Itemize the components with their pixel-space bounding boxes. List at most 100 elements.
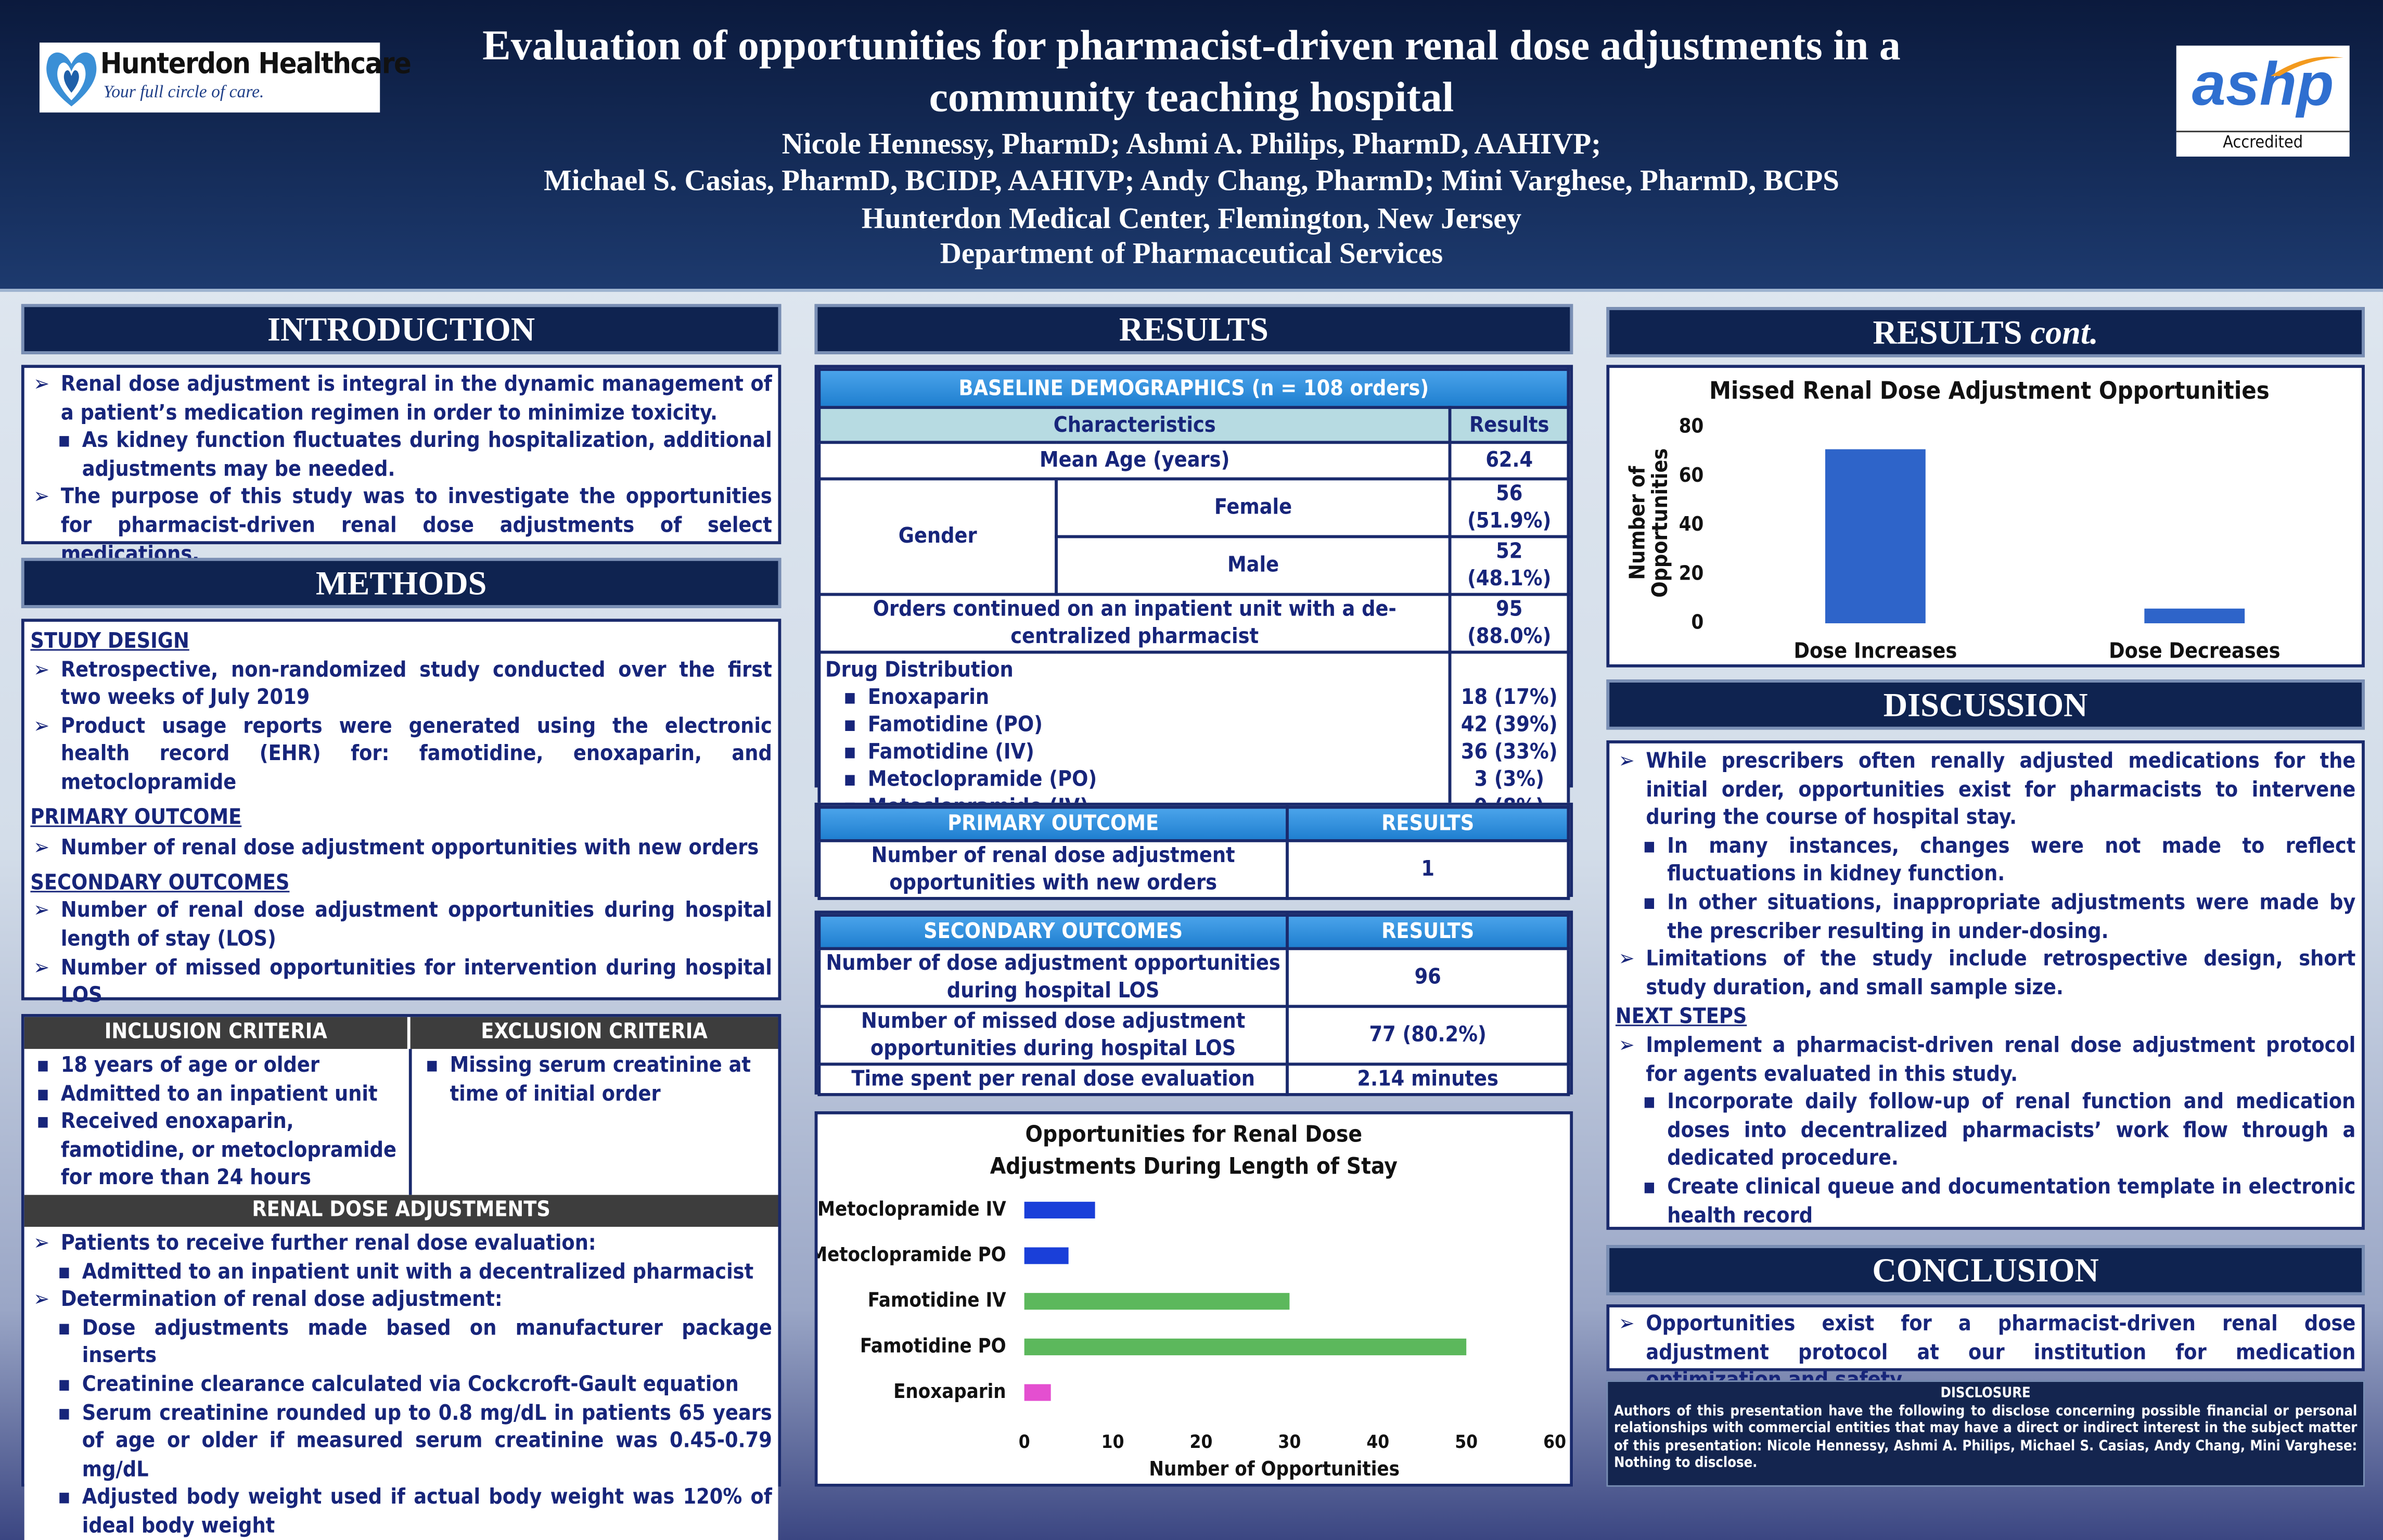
cell: Number of dose adjustment opportunities … bbox=[817, 947, 1289, 1008]
cell: Number of missed dose adjustment opportu… bbox=[817, 1005, 1289, 1066]
table-title: BASELINE DEMOGRAPHICS (n = 108 orders) bbox=[817, 368, 1570, 409]
section-heading: DISCUSSION bbox=[1606, 679, 2365, 730]
drug-name: Famotidine (IV) bbox=[825, 739, 1444, 766]
criteria-box: INCLUSION CRITERIA EXCLUSION CRITERIA 18… bbox=[21, 1013, 781, 1540]
logo-tagline: Your full circle of care. bbox=[103, 83, 264, 102]
column-header: RESULTS bbox=[1286, 914, 1570, 951]
cell: 18 (17%)42 (39%)36 (33%)3 (3%)9 (8%) bbox=[1449, 650, 1570, 824]
bar bbox=[2144, 608, 2245, 624]
ashp-name: ashp bbox=[2192, 52, 2334, 119]
drug-name: Enoxaparin bbox=[825, 684, 1444, 712]
methods-box: STUDY DESIGN Retrospective, non-randomiz… bbox=[21, 619, 781, 1038]
section-heading: INTRODUCTION bbox=[21, 304, 781, 354]
subheading: PRIMARY OUTCOME bbox=[30, 805, 242, 830]
bullet-item: Number of missed opportunities for inter… bbox=[30, 954, 772, 1011]
bar bbox=[1024, 1293, 1290, 1310]
intro-box: Renal dose adjustment is integral in the… bbox=[21, 365, 781, 567]
section-heading: METHODS bbox=[21, 558, 781, 608]
cell: Female bbox=[1055, 477, 1452, 538]
list: Retrospective, non-randomized study cond… bbox=[30, 656, 772, 798]
ashp-logo: ashp Accredited bbox=[2176, 45, 2350, 157]
chart: 0 10 20 30 40 50 60 Metoclopramide IV Metoclopra… bbox=[817, 1197, 1566, 1480]
table: SECONDARY OUTCOMES RESULTS Number of dose… bbox=[817, 914, 1570, 1096]
sub-bullet-item: Creatinine clearance calculated via Cock… bbox=[30, 1371, 772, 1400]
exclusion-list: Missing serum creatinine at time of init… bbox=[413, 1049, 778, 1112]
x-tick-label: 60 bbox=[1543, 1431, 1566, 1453]
logo-icon bbox=[46, 52, 97, 107]
bullet-item: The purpose of this study was to investi… bbox=[30, 484, 772, 569]
baseline-table: BASELINE DEMOGRAPHICS (n = 108 orders) C… bbox=[814, 365, 1573, 824]
column-header: Results bbox=[1449, 406, 1570, 444]
drug-value: 3 (3%) bbox=[1474, 767, 1544, 792]
cell: 2.14 minutes bbox=[1286, 1062, 1570, 1096]
drug-value: 42 (39%) bbox=[1460, 713, 1558, 738]
y-tick-label: 40 bbox=[1679, 512, 1704, 535]
cell: Gender bbox=[817, 477, 1058, 596]
criteria-header: INCLUSION CRITERIA bbox=[24, 1017, 411, 1049]
primary-table: PRIMARY OUTCOME RESULTS Number of renal d… bbox=[814, 802, 1573, 900]
chart-box: Missed Renal Dose Adjustment Opportuniti… bbox=[1606, 365, 2365, 668]
cell: Orders continued on an inpatient unit wi… bbox=[817, 593, 1452, 654]
y-tick-label: 80 bbox=[1679, 415, 1704, 438]
bullet-item: Missing serum creatinine at time of init… bbox=[419, 1052, 772, 1109]
sub-bullet-item: As kidney function fluctuates during hos… bbox=[30, 428, 772, 484]
section-heading: RESULTS cont. bbox=[1606, 307, 2365, 357]
y-tick-label: Metoclopramide IV bbox=[817, 1197, 1006, 1220]
column-header: SECONDARY OUTCOMES bbox=[817, 914, 1289, 951]
ashp-caption: Accredited bbox=[2176, 131, 2350, 152]
secondary-table: SECONDARY OUTCOMES RESULTS Number of dose… bbox=[814, 910, 1573, 1096]
column-header: Characteristics bbox=[817, 406, 1452, 444]
column-header: RESULTS bbox=[1286, 805, 1570, 842]
sub-bullet-item: In many instances, changes were not made… bbox=[1616, 833, 2355, 890]
y-tick-label: 0 bbox=[1692, 611, 1704, 634]
cell: Time spent per renal dose evaluation bbox=[817, 1062, 1289, 1096]
chart: Missed Renal Dose Adjustment Opportuniti… bbox=[1679, 377, 2280, 663]
drug-name: Metoclopramide (PO) bbox=[825, 766, 1444, 794]
disclosure-text: Authors of this presentation have the fo… bbox=[1613, 1402, 2358, 1472]
affiliation: Department of Pharmaceutical Services bbox=[940, 238, 1443, 271]
x-tick-label: 50 bbox=[1455, 1431, 1478, 1453]
ashp-swoosh bbox=[2270, 56, 2344, 76]
cell: 62.4 bbox=[1449, 441, 1570, 481]
cell: 96 bbox=[1286, 947, 1570, 1008]
bullet-item: Number of renal dose adjustment opportun… bbox=[30, 897, 772, 954]
bar bbox=[1024, 1247, 1069, 1264]
sub-bullet-item: Create clinical queue and documentation … bbox=[1616, 1174, 2355, 1230]
sub-bullet-item: Dose adjustments made based on manufactu… bbox=[30, 1315, 772, 1371]
section-heading: RESULTS bbox=[814, 304, 1573, 354]
cell: Mean Age (years) bbox=[817, 441, 1452, 481]
heading-text: RESULTS bbox=[1873, 313, 2022, 351]
y-tick-label: 20 bbox=[1679, 561, 1704, 584]
chart-title: Opportunities for Renal Dose Adjustments… bbox=[990, 1120, 1398, 1180]
y-tick-label: Famotidine IV bbox=[868, 1289, 1006, 1312]
disclosure-heading: DISCLOSURE bbox=[1940, 1384, 2031, 1402]
sub-bullet-item: In other situations, inappropriate adjus… bbox=[1616, 889, 2355, 946]
bullet-item: Received enoxaparin, famotidine, or meto… bbox=[30, 1109, 403, 1194]
cell: 1 bbox=[1286, 839, 1570, 900]
bullet-item: Number of renal dose adjustment opportun… bbox=[30, 835, 772, 863]
drug-list: EnoxaparinFamotidine (PO)Famotidine (IV)… bbox=[825, 684, 1444, 821]
cell: Number of renal dose adjustment opportun… bbox=[817, 839, 1289, 900]
subsection-heading: RENAL DOSE ADJUSTMENTS bbox=[24, 1195, 778, 1227]
cell: Drug Distribution EnoxaparinFamotidine (… bbox=[817, 650, 1452, 824]
x-tick-label: 0 bbox=[1019, 1431, 1030, 1453]
list: While prescribers often renally adjusted… bbox=[1616, 748, 2356, 1003]
divider bbox=[408, 1049, 412, 1195]
subheading: SECONDARY OUTCOMES bbox=[30, 870, 290, 895]
bullet-item: Product usage reports were generated usi… bbox=[30, 713, 772, 798]
renal-list: Patients to receive further renal dose e… bbox=[24, 1227, 778, 1540]
list: Number of renal dose adjustment opportun… bbox=[30, 835, 772, 863]
affiliation: Hunterdon Medical Center, Flemington, Ne… bbox=[861, 203, 1522, 236]
cell: 77 (80.2%) bbox=[1286, 1005, 1570, 1066]
inclusion-list: 18 years of age or olderAdmitted to an i… bbox=[24, 1049, 409, 1197]
table: BASELINE DEMOGRAPHICS (n = 108 orders) C… bbox=[817, 368, 1570, 824]
bar bbox=[1024, 1201, 1095, 1218]
y-tick-label: 60 bbox=[1679, 464, 1704, 486]
x-tick-label: Dose Increases bbox=[1793, 638, 1957, 663]
drug-value: 18 (17%) bbox=[1460, 685, 1558, 710]
sub-bullet-item: Admitted to an inpatient unit with a dec… bbox=[30, 1258, 772, 1286]
bullet-item: Retrospective, non-randomized study cond… bbox=[30, 656, 772, 713]
chart-box: Opportunities for Renal Dose Adjustments… bbox=[814, 1111, 1573, 1487]
bar bbox=[1024, 1384, 1051, 1401]
y-tick-label: Metoclopramide PO bbox=[817, 1243, 1006, 1266]
